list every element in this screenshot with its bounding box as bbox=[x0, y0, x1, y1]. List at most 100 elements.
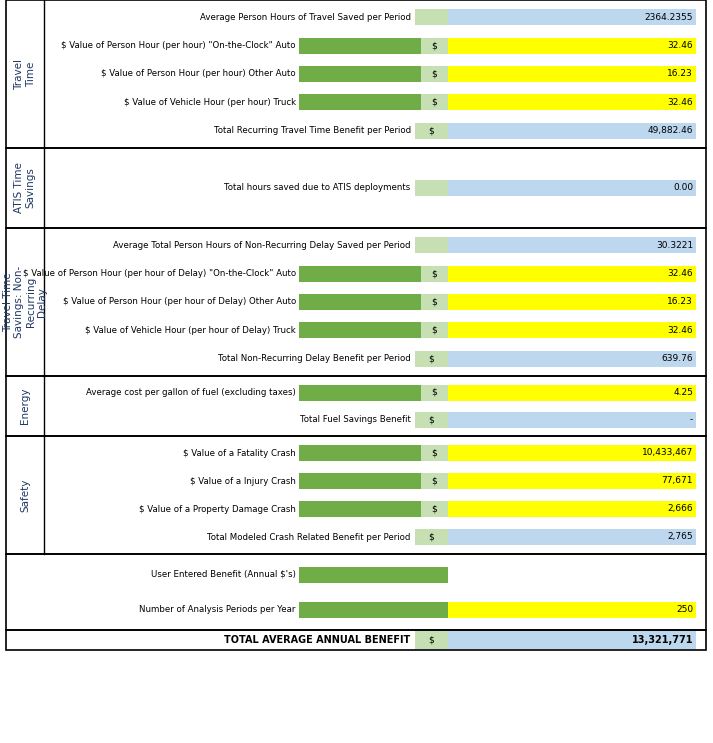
Text: $: $ bbox=[431, 388, 438, 397]
Text: 2,666: 2,666 bbox=[667, 504, 693, 513]
Text: 13,321,771: 13,321,771 bbox=[632, 635, 693, 645]
Text: $: $ bbox=[431, 98, 438, 107]
Bar bbox=[299, 473, 421, 489]
Text: $: $ bbox=[431, 504, 438, 513]
Bar bbox=[299, 384, 421, 400]
Bar bbox=[415, 351, 448, 367]
Text: ATIS Time
Savings: ATIS Time Savings bbox=[14, 163, 36, 213]
Bar bbox=[299, 265, 421, 282]
Bar bbox=[6, 228, 706, 376]
Bar bbox=[421, 445, 448, 461]
Text: -: - bbox=[689, 415, 693, 424]
Text: $ Value of Person Hour (per hour of Delay) "On-the-Clock" Auto: $ Value of Person Hour (per hour of Dela… bbox=[23, 269, 296, 278]
Bar bbox=[448, 412, 696, 427]
Bar bbox=[421, 294, 448, 310]
Text: $ Value of Vehicle Hour (per hour) Truck: $ Value of Vehicle Hour (per hour) Truck bbox=[124, 98, 296, 107]
Bar bbox=[6, 630, 706, 650]
Text: User Entered Benefit (Annual $'s): User Entered Benefit (Annual $'s) bbox=[151, 570, 296, 579]
Bar bbox=[6, 554, 706, 630]
Bar bbox=[448, 384, 696, 400]
Text: Total hours saved due to ATIS deployments: Total hours saved due to ATIS deployment… bbox=[225, 184, 411, 192]
Bar bbox=[448, 473, 696, 489]
Text: $: $ bbox=[431, 326, 438, 335]
Text: Average Total Person Hours of Non-Recurring Delay Saved per Period: Average Total Person Hours of Non-Recurr… bbox=[113, 241, 411, 250]
Bar bbox=[448, 501, 696, 517]
Text: $: $ bbox=[431, 41, 438, 50]
Text: 4.25: 4.25 bbox=[673, 388, 693, 397]
Bar bbox=[448, 322, 696, 338]
Text: 32.46: 32.46 bbox=[667, 41, 693, 50]
Text: 32.46: 32.46 bbox=[667, 326, 693, 335]
Bar bbox=[448, 237, 696, 253]
Bar bbox=[448, 265, 696, 282]
Text: Number of Analysis Periods per Year: Number of Analysis Periods per Year bbox=[140, 605, 296, 614]
Text: TOTAL AVERAGE ANNUAL BENEFIT: TOTAL AVERAGE ANNUAL BENEFIT bbox=[225, 635, 411, 645]
Text: Total Fuel Savings Benefit: Total Fuel Savings Benefit bbox=[300, 415, 411, 424]
Bar bbox=[421, 38, 448, 53]
Bar bbox=[415, 237, 448, 253]
Text: $: $ bbox=[431, 449, 438, 458]
Text: Safety: Safety bbox=[20, 478, 30, 512]
Bar bbox=[415, 9, 448, 25]
Bar bbox=[448, 38, 696, 53]
Text: Average cost per gallon of fuel (excluding taxes): Average cost per gallon of fuel (excludi… bbox=[86, 388, 296, 397]
Bar bbox=[6, 0, 706, 148]
Text: 30.3221: 30.3221 bbox=[656, 241, 693, 250]
Bar bbox=[299, 322, 421, 338]
Text: Total Modeled Crash Related Benefit per Period: Total Modeled Crash Related Benefit per … bbox=[207, 533, 411, 542]
Bar bbox=[415, 412, 448, 427]
Bar bbox=[299, 602, 448, 617]
Bar bbox=[415, 180, 448, 196]
Bar bbox=[299, 66, 421, 82]
Text: 16.23: 16.23 bbox=[667, 70, 693, 79]
Bar bbox=[448, 9, 696, 25]
Bar bbox=[448, 445, 696, 461]
Bar bbox=[421, 501, 448, 517]
Bar bbox=[299, 294, 421, 310]
Text: $ Value of a Property Damage Crash: $ Value of a Property Damage Crash bbox=[139, 504, 296, 513]
Text: $ Value of a Injury Crash: $ Value of a Injury Crash bbox=[190, 476, 296, 485]
Text: Travel Time
Savings: Non-
Recurring
Delay: Travel Time Savings: Non- Recurring Dela… bbox=[3, 266, 47, 338]
Bar bbox=[6, 376, 706, 436]
Text: 16.23: 16.23 bbox=[667, 297, 693, 307]
Text: $ Value of Person Hour (per hour of Delay) Other Auto: $ Value of Person Hour (per hour of Dela… bbox=[63, 297, 296, 307]
Bar bbox=[421, 94, 448, 111]
Text: Energy: Energy bbox=[20, 388, 30, 424]
Text: $: $ bbox=[429, 415, 434, 424]
Bar bbox=[448, 94, 696, 111]
Text: $: $ bbox=[429, 126, 434, 135]
Bar bbox=[6, 436, 706, 554]
Bar bbox=[448, 66, 696, 82]
Text: $: $ bbox=[431, 476, 438, 485]
Bar bbox=[448, 351, 696, 367]
Text: 32.46: 32.46 bbox=[667, 98, 693, 107]
Bar bbox=[448, 631, 696, 649]
Text: $ Value of Person Hour (per hour) "On-the-Clock" Auto: $ Value of Person Hour (per hour) "On-th… bbox=[61, 41, 296, 50]
Text: $: $ bbox=[429, 354, 434, 363]
Text: Total Recurring Travel Time Benefit per Period: Total Recurring Travel Time Benefit per … bbox=[214, 126, 411, 135]
Bar bbox=[415, 631, 448, 649]
Bar bbox=[448, 180, 696, 196]
Bar bbox=[415, 529, 448, 545]
Text: 639.76: 639.76 bbox=[662, 354, 693, 363]
Bar bbox=[299, 445, 421, 461]
Text: 0.00: 0.00 bbox=[673, 184, 693, 192]
Text: Average Person Hours of Travel Saved per Period: Average Person Hours of Travel Saved per… bbox=[200, 13, 411, 22]
Bar bbox=[415, 123, 448, 139]
Text: 32.46: 32.46 bbox=[667, 269, 693, 278]
Bar bbox=[421, 322, 448, 338]
Bar bbox=[448, 123, 696, 139]
Text: $ Value of Vehicle Hour (per hour of Delay) Truck: $ Value of Vehicle Hour (per hour of Del… bbox=[85, 326, 296, 335]
Bar bbox=[421, 384, 448, 400]
Text: Travel
Time: Travel Time bbox=[14, 59, 36, 89]
Bar bbox=[299, 38, 421, 53]
Text: 2364.2355: 2364.2355 bbox=[645, 13, 693, 22]
Bar bbox=[448, 602, 696, 617]
Text: Total Non-Recurring Delay Benefit per Period: Total Non-Recurring Delay Benefit per Pe… bbox=[218, 354, 411, 363]
Bar bbox=[421, 66, 448, 82]
Text: $: $ bbox=[429, 533, 434, 542]
Bar bbox=[448, 529, 696, 545]
Text: $: $ bbox=[431, 70, 438, 79]
Text: 77,671: 77,671 bbox=[662, 476, 693, 485]
Bar bbox=[421, 265, 448, 282]
